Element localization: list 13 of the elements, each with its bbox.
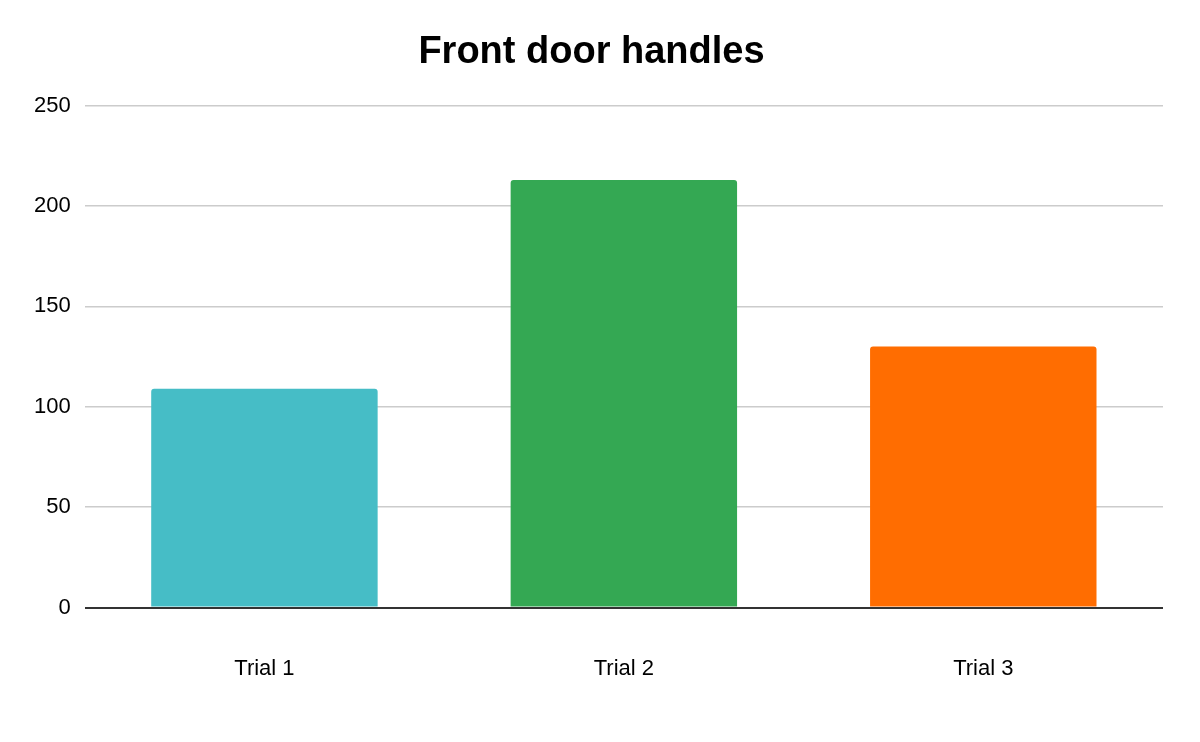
x-tick-label: Trial 1 <box>234 654 295 680</box>
bar <box>510 179 738 607</box>
chart-title: Front door handles <box>418 29 765 72</box>
x-tick-label: Trial 3 <box>953 654 1014 680</box>
x-tick-label: Trial 2 <box>593 654 655 680</box>
bar <box>151 388 378 607</box>
y-tick-label: 150 <box>33 292 71 318</box>
y-tick-label: 50 <box>46 493 71 519</box>
y-tick-label: 0 <box>58 593 71 619</box>
y-tick-label: 200 <box>33 192 71 218</box>
y-tick-label: 250 <box>33 91 71 117</box>
bar <box>870 346 1097 607</box>
y-tick-label: 100 <box>33 392 71 418</box>
